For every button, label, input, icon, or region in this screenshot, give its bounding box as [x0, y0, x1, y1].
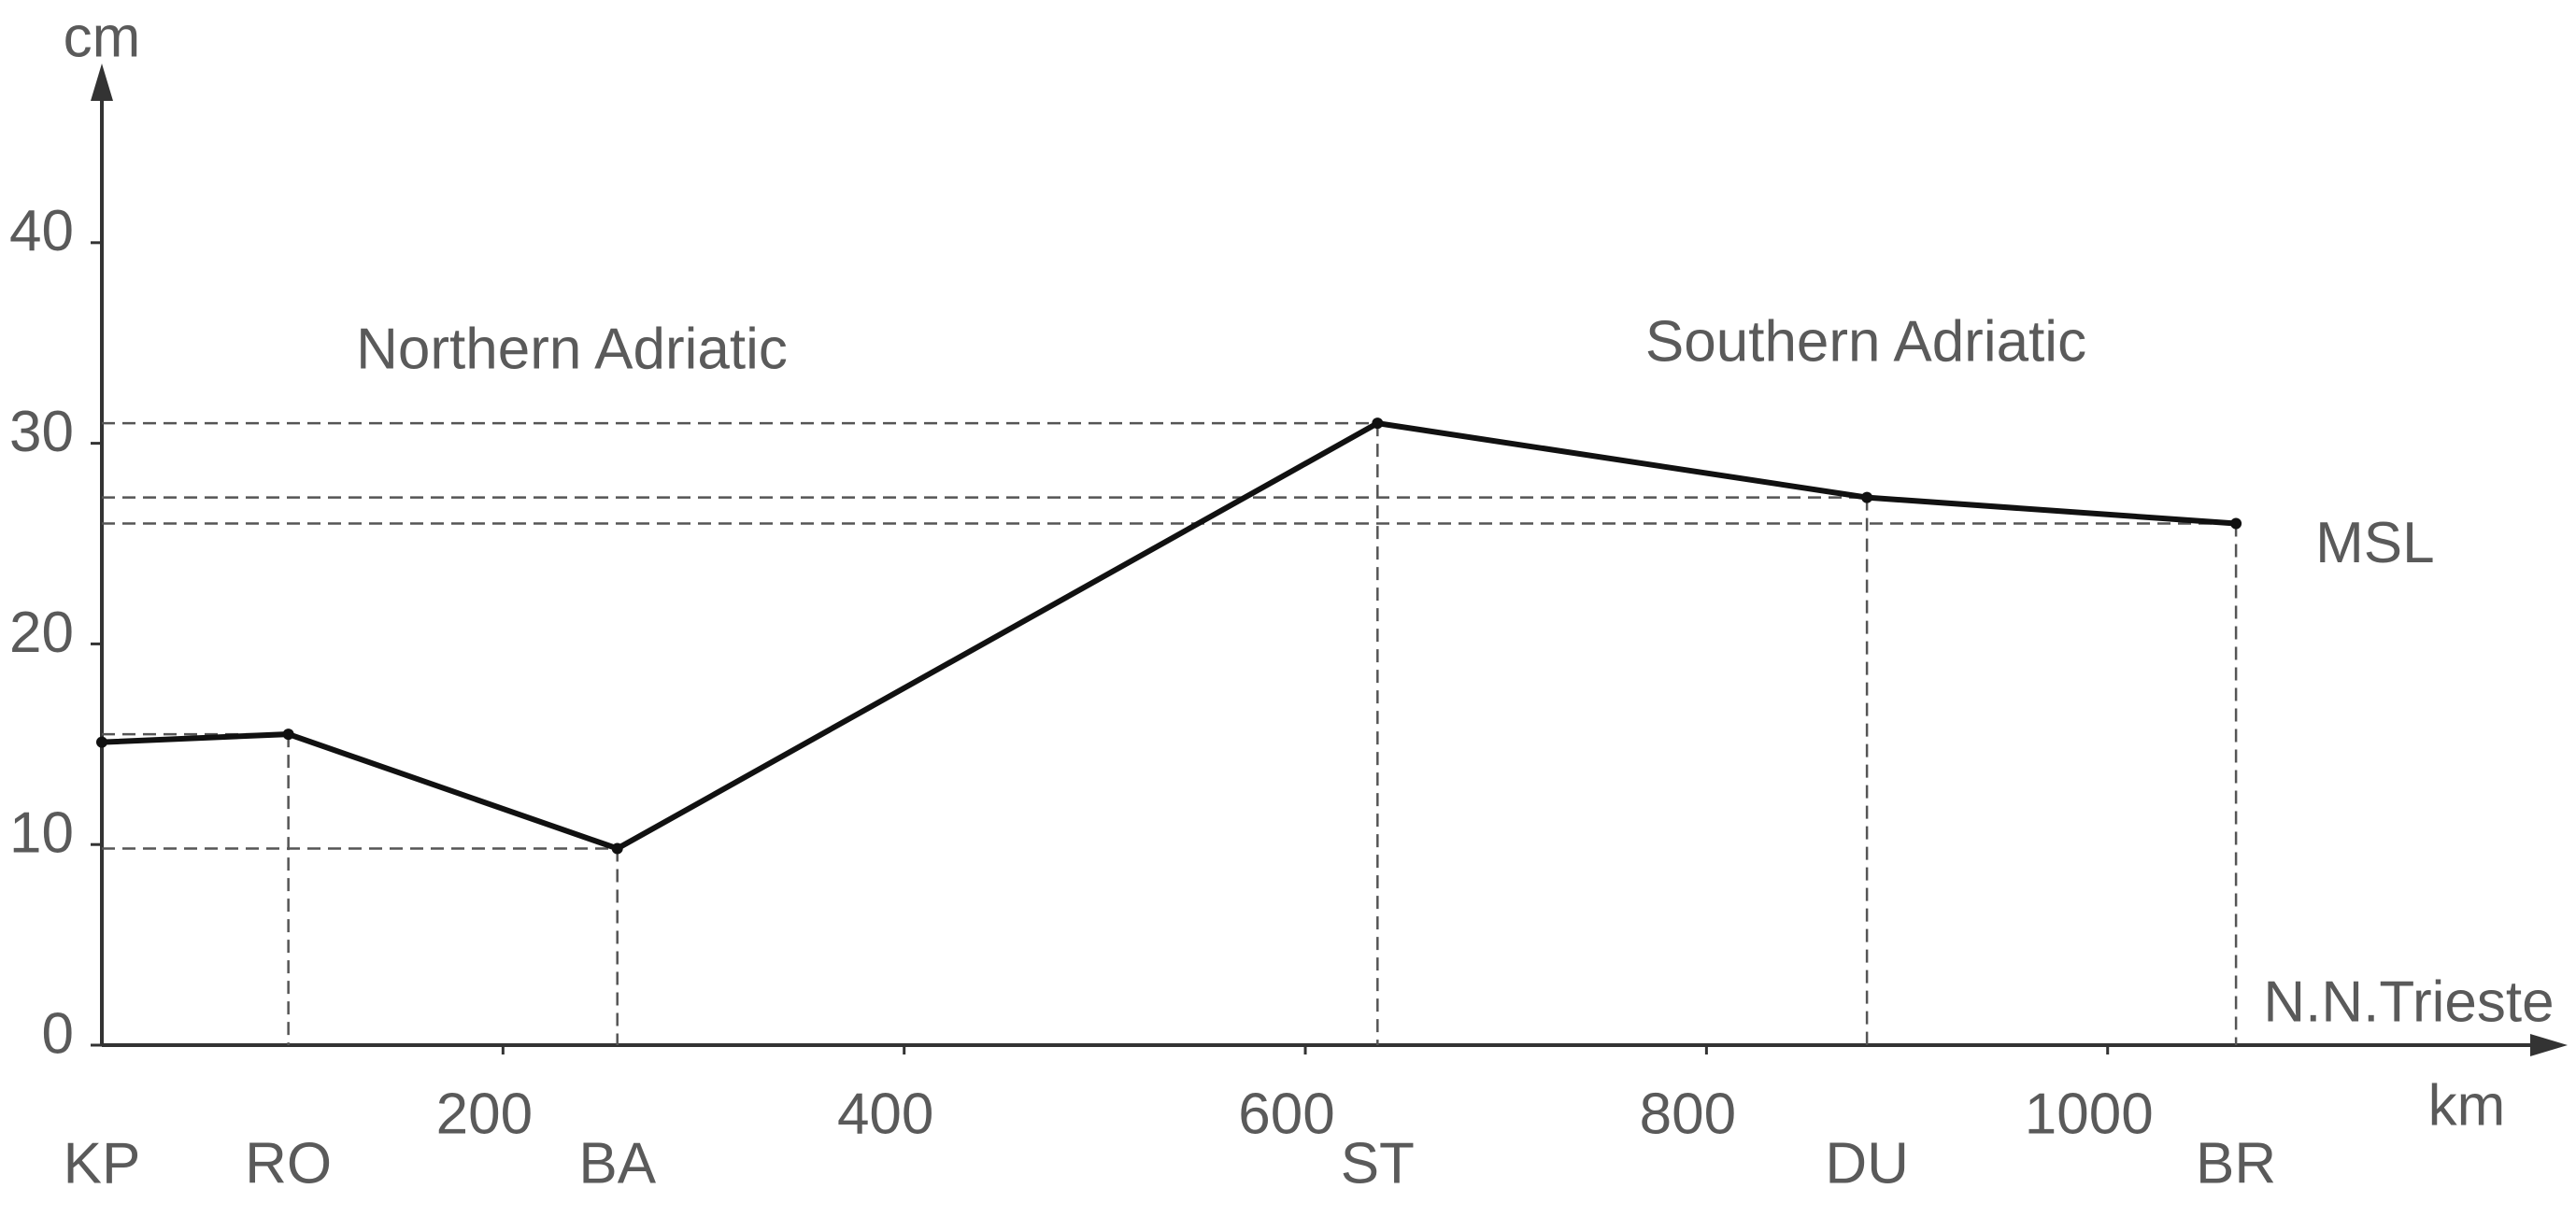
point — [2230, 517, 2242, 530]
y-axis-label: cm — [64, 5, 141, 69]
y-tick-label: 10 — [9, 801, 74, 866]
x-axis-arrow — [2530, 1034, 2568, 1056]
region-label: Northern Adriatic — [356, 317, 788, 381]
station-label: ST — [1341, 1131, 1415, 1196]
x-tick-label: 400 — [837, 1082, 933, 1146]
x-axis-label: km — [2428, 1073, 2506, 1138]
y-tick-label: 40 — [9, 199, 74, 263]
y-tick-label: 30 — [9, 400, 74, 464]
point — [1372, 417, 1384, 430]
point — [282, 729, 294, 741]
point — [96, 736, 107, 748]
line — [101, 420, 2237, 852]
station-label: BA — [578, 1131, 656, 1196]
region-label: Southern Adriatic — [1645, 309, 2086, 374]
series-label: MSL — [2315, 511, 2434, 575]
y-tick-label: 0 — [42, 1001, 74, 1066]
station-label: RO — [245, 1131, 332, 1196]
y-tick-label: 20 — [9, 601, 74, 665]
station-label: BR — [2196, 1131, 2276, 1196]
y-axis-arrow — [91, 64, 113, 101]
x-tick-label: 800 — [1640, 1082, 1736, 1146]
point — [611, 842, 623, 855]
x-axis-name: N.N.Trieste — [2263, 969, 2554, 1034]
station-label: KP — [64, 1131, 141, 1196]
x-tick-label: 1000 — [2025, 1082, 2154, 1146]
x-tick-label: 600 — [1238, 1082, 1334, 1146]
point — [1861, 491, 1873, 503]
station-label: DU — [1825, 1131, 1909, 1196]
x-tick-label: 200 — [436, 1082, 533, 1146]
